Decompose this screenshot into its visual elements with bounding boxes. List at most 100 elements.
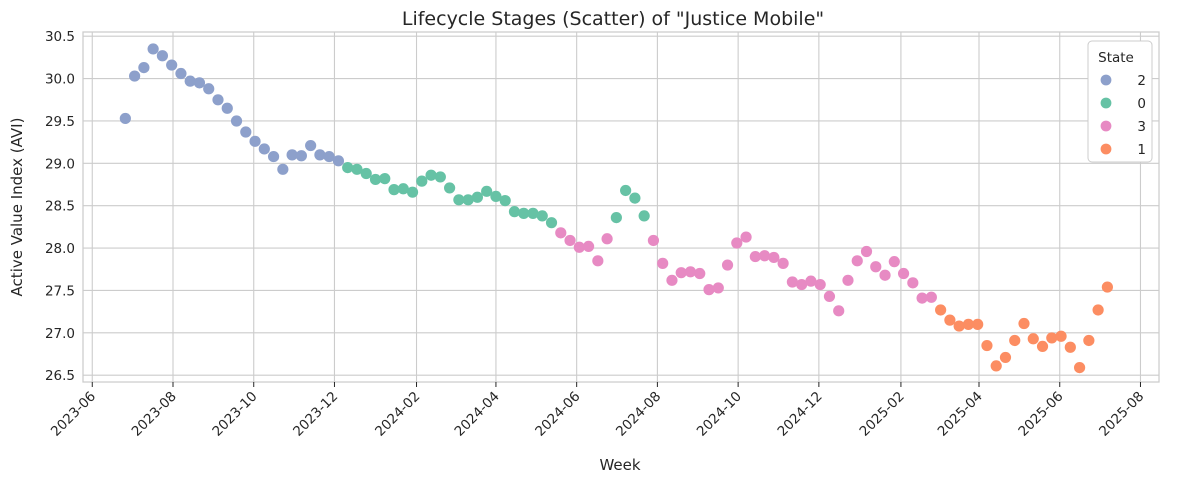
data-point-state-0 [379, 173, 391, 185]
data-point-state-3 [897, 267, 910, 280]
data-point-state-0 [351, 163, 363, 175]
data-point-state-2 [305, 139, 317, 152]
data-point-state-1 [1083, 334, 1095, 347]
y-tick-label: 28.0 [45, 241, 75, 257]
data-point-state-1 [1092, 304, 1104, 316]
data-point-state-1 [1073, 361, 1086, 374]
data-point-state-3 [758, 250, 771, 262]
data-point-state-0 [342, 161, 354, 174]
legend-entry-label: 1 [1137, 142, 1146, 158]
data-point-state-3 [684, 266, 697, 278]
data-point-state-2 [240, 126, 252, 138]
data-points [119, 43, 1113, 374]
legend-marker [1100, 120, 1112, 132]
data-point-state-0 [462, 194, 474, 206]
y-gridlines [83, 35, 1159, 376]
data-point-state-2 [221, 102, 233, 114]
data-point-state-2 [249, 135, 261, 147]
data-point-state-1 [1055, 330, 1067, 342]
data-point-state-3 [740, 231, 752, 243]
data-point-state-3 [666, 274, 678, 286]
data-point-state-2 [203, 83, 215, 95]
x-tick-label: 2025-04 [935, 389, 986, 440]
data-point-state-1 [1009, 334, 1021, 347]
data-point-state-2 [138, 61, 150, 74]
data-point-state-0 [397, 183, 409, 195]
x-tick-label: 2025-06 [1015, 389, 1066, 440]
data-point-state-2 [147, 43, 159, 55]
x-tick-label: 2023-06 [48, 389, 99, 440]
data-point-state-0 [527, 207, 539, 219]
data-point-state-0 [545, 217, 558, 229]
data-point-state-0 [360, 167, 372, 180]
data-point-state-3 [879, 269, 891, 281]
data-point-state-3 [860, 245, 873, 258]
data-point-state-3 [916, 292, 928, 304]
data-point-state-0 [406, 186, 419, 198]
data-point-state-1 [944, 314, 956, 326]
data-point-state-0 [416, 175, 428, 187]
x-tick-label: 2024-04 [452, 389, 503, 440]
data-point-state-2 [119, 112, 131, 125]
data-point-state-2 [314, 149, 326, 161]
data-point-state-3 [786, 276, 798, 288]
data-point-state-2 [184, 75, 196, 87]
data-point-state-3 [564, 234, 576, 247]
y-tick-label: 26.5 [45, 368, 75, 384]
y-tick-label: 27.0 [45, 326, 75, 342]
data-point-state-3 [573, 241, 585, 253]
data-point-state-0 [434, 171, 446, 183]
data-point-state-0 [499, 195, 511, 207]
y-tick-label: 30.5 [45, 29, 75, 45]
data-point-state-3 [601, 233, 613, 245]
data-point-state-1 [1018, 317, 1030, 330]
data-point-state-1 [935, 304, 947, 316]
x-tick-label: 2023-08 [129, 389, 180, 440]
data-point-state-3 [731, 237, 743, 249]
legend-entry-label: 2 [1137, 73, 1146, 89]
data-point-state-0 [629, 192, 641, 204]
data-point-state-1 [962, 318, 975, 330]
x-tick-label: 2025-02 [857, 389, 908, 440]
y-tick-label: 28.5 [45, 199, 75, 215]
x-tick-labels: 2023-06 2023-08 2023-10 2023-12 2024-02 2024-… [48, 382, 1147, 440]
data-point-state-0 [638, 210, 650, 222]
data-point-state-2 [323, 150, 335, 163]
x-axis-label: Week [599, 456, 640, 474]
data-point-state-2 [175, 67, 187, 80]
data-point-state-1 [1064, 341, 1076, 353]
data-point-state-1 [990, 360, 1002, 372]
data-point-state-3 [582, 240, 595, 253]
data-point-state-2 [258, 143, 270, 155]
data-point-state-1 [1027, 333, 1039, 345]
data-point-state-3 [768, 251, 780, 264]
data-point-state-0 [508, 206, 521, 218]
y-tick-label: 29.5 [45, 114, 75, 130]
data-point-state-3 [842, 274, 854, 286]
data-point-state-3 [814, 278, 826, 291]
data-point-state-3 [805, 275, 817, 287]
data-point-state-3 [851, 255, 863, 267]
data-point-state-2 [230, 115, 243, 127]
y-tick-label: 29.0 [45, 156, 75, 172]
plot-frame [82, 31, 1160, 383]
legend-entry-label: 3 [1137, 119, 1146, 135]
data-point-state-3 [703, 284, 715, 296]
data-point-state-0 [453, 194, 465, 206]
data-point-state-0 [444, 182, 456, 194]
data-point-state-1 [1036, 340, 1049, 353]
data-point-state-3 [694, 267, 706, 280]
data-point-state-0 [620, 184, 632, 197]
data-point-state-1 [972, 318, 984, 330]
data-point-state-3 [870, 261, 882, 273]
data-point-state-2 [156, 50, 169, 62]
x-tick-label: 2024-10 [694, 389, 745, 440]
y-axis-label: Active Value Index (AVI) [8, 118, 26, 297]
data-point-state-3 [925, 291, 937, 303]
data-point-state-2 [295, 150, 307, 162]
data-point-state-2 [129, 70, 141, 82]
x-tick-label: 2025-08 [1096, 389, 1147, 440]
x-tick-label: 2024-12 [774, 389, 825, 440]
data-point-state-0 [388, 184, 400, 196]
